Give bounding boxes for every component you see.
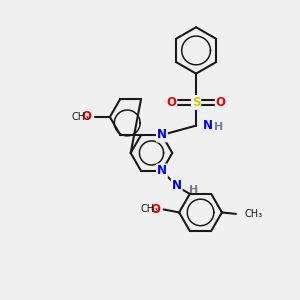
Text: H: H xyxy=(214,122,223,132)
Text: N: N xyxy=(157,128,167,142)
Text: O: O xyxy=(167,96,176,109)
Text: CH₃: CH₃ xyxy=(71,112,89,122)
Text: CH₃: CH₃ xyxy=(244,209,262,219)
Text: O: O xyxy=(151,203,161,216)
Text: N: N xyxy=(172,179,182,192)
Text: N: N xyxy=(157,164,167,178)
Text: S: S xyxy=(192,96,200,109)
Text: O: O xyxy=(81,110,92,123)
Text: CH₃: CH₃ xyxy=(140,204,158,214)
Text: N: N xyxy=(202,119,213,132)
Text: O: O xyxy=(216,96,226,109)
Text: H: H xyxy=(189,185,198,195)
